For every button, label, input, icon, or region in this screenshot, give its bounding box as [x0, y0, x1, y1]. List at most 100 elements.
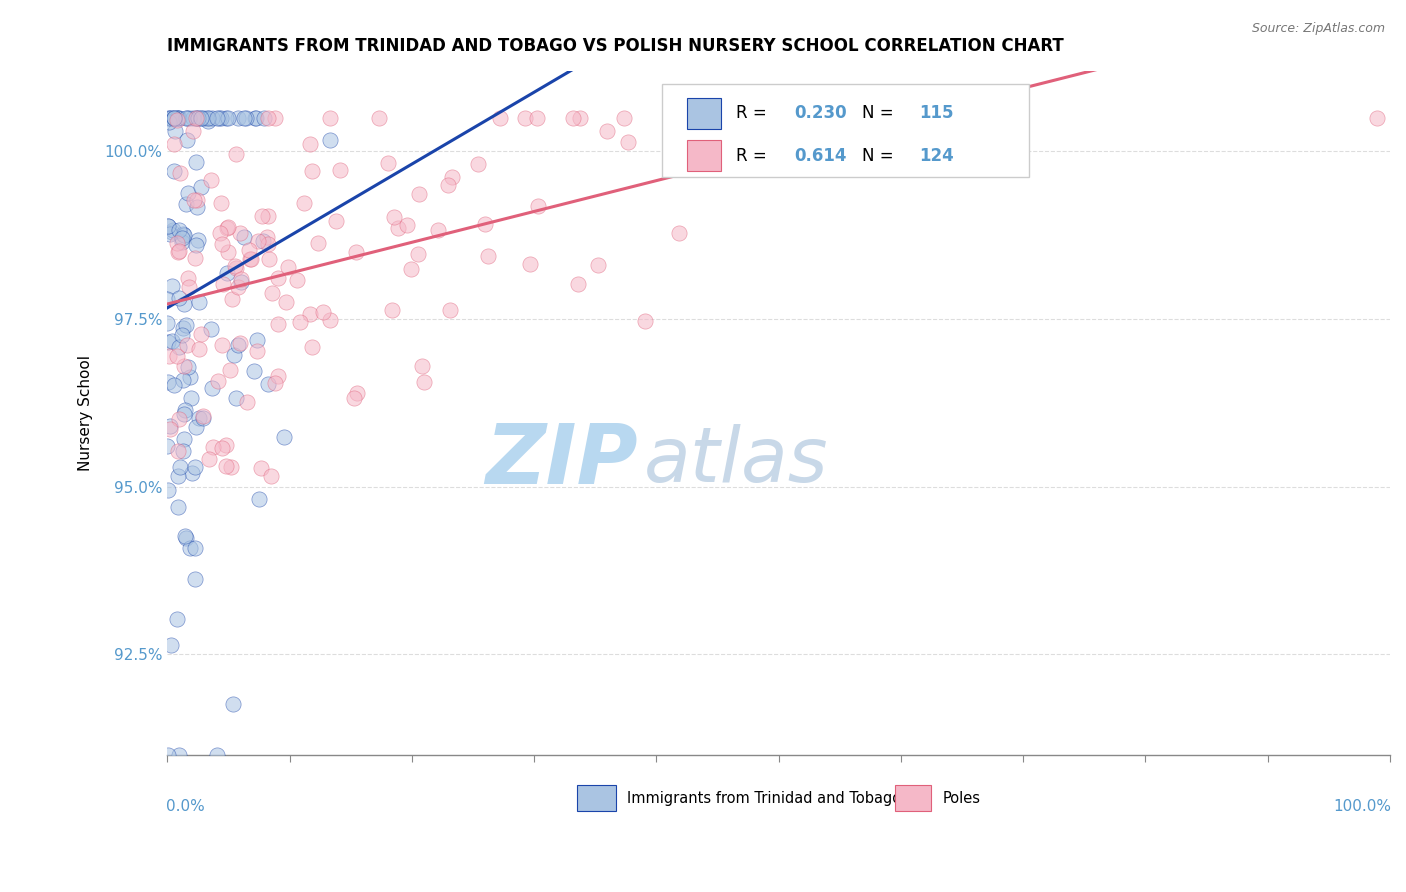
Point — [157, 219, 180, 233]
Point — [219, 460, 242, 475]
Text: ZIP: ZIP — [485, 420, 638, 501]
Point — [257, 236, 280, 251]
Point — [157, 747, 180, 762]
Point — [215, 438, 238, 452]
Point — [211, 441, 233, 455]
Point — [184, 237, 207, 252]
Point — [226, 338, 249, 352]
Point — [247, 235, 270, 249]
Point — [173, 297, 195, 311]
Point — [308, 235, 330, 250]
Point — [174, 531, 197, 545]
Point — [172, 227, 194, 241]
Point — [312, 304, 335, 318]
Text: IMMIGRANTS FROM TRINIDAD AND TOBAGO VS POLISH NURSERY SCHOOL CORRELATION CHART: IMMIGRANTS FROM TRINIDAD AND TOBAGO VS P… — [167, 37, 1064, 55]
Point — [263, 111, 285, 125]
Point — [267, 271, 290, 285]
Point — [163, 164, 186, 178]
Point — [267, 317, 290, 331]
Text: N =: N = — [862, 104, 898, 122]
Point — [474, 217, 496, 231]
Point — [256, 111, 278, 125]
Text: 0.614: 0.614 — [794, 147, 846, 165]
Point — [166, 111, 188, 125]
Point — [167, 291, 190, 305]
Point — [671, 119, 693, 133]
Point — [172, 373, 194, 387]
Point — [256, 229, 278, 244]
Point — [188, 342, 211, 356]
Point — [319, 111, 342, 125]
Point — [209, 111, 232, 125]
Point — [215, 111, 238, 125]
Point — [702, 111, 724, 125]
Point — [217, 244, 239, 259]
FancyBboxPatch shape — [688, 140, 721, 171]
Point — [346, 385, 368, 400]
Point — [157, 111, 180, 125]
Point — [328, 163, 350, 178]
Point — [288, 315, 311, 329]
Point — [225, 391, 247, 405]
Text: 124: 124 — [920, 147, 953, 165]
Point — [172, 230, 194, 244]
Point — [197, 114, 219, 128]
Point — [202, 440, 225, 454]
Point — [513, 111, 536, 125]
Point — [205, 111, 228, 125]
Point — [193, 111, 215, 125]
Point — [173, 407, 195, 421]
Point — [162, 111, 184, 125]
Point — [174, 403, 197, 417]
Point — [387, 221, 409, 235]
Point — [156, 483, 179, 498]
Point — [215, 266, 238, 280]
Point — [208, 226, 231, 240]
Point — [233, 229, 256, 244]
Point — [240, 252, 263, 266]
Point — [159, 418, 181, 433]
Point — [197, 451, 219, 466]
Point — [191, 410, 214, 425]
Point — [247, 492, 270, 507]
Point — [235, 111, 257, 125]
Point — [252, 210, 274, 224]
Point — [177, 280, 200, 294]
Point — [167, 340, 190, 354]
Point — [245, 111, 267, 125]
Point — [162, 225, 184, 239]
Point — [169, 111, 191, 125]
Point — [236, 395, 259, 409]
Point — [187, 233, 209, 247]
Point — [157, 375, 180, 389]
Point — [207, 374, 229, 388]
Point — [246, 344, 269, 359]
Point — [285, 273, 308, 287]
Point — [173, 359, 195, 374]
Point — [292, 196, 315, 211]
Point — [439, 302, 461, 317]
Point — [245, 111, 267, 125]
Point — [211, 236, 233, 251]
Point — [176, 133, 198, 147]
Point — [176, 338, 198, 352]
Point — [176, 359, 198, 374]
Point — [184, 572, 207, 586]
Point — [166, 349, 188, 363]
Point — [184, 111, 207, 125]
Point — [200, 322, 222, 336]
Point — [176, 318, 198, 332]
Point — [586, 258, 609, 272]
Point — [406, 247, 429, 261]
Point — [527, 199, 550, 213]
Point — [190, 111, 212, 125]
Point — [696, 111, 718, 125]
Point — [187, 111, 209, 125]
Point — [187, 294, 209, 309]
Point — [200, 173, 222, 187]
Point — [173, 227, 195, 242]
Point — [246, 333, 269, 347]
Point — [668, 226, 690, 240]
Point — [156, 335, 179, 350]
Text: R =: R = — [735, 104, 772, 122]
